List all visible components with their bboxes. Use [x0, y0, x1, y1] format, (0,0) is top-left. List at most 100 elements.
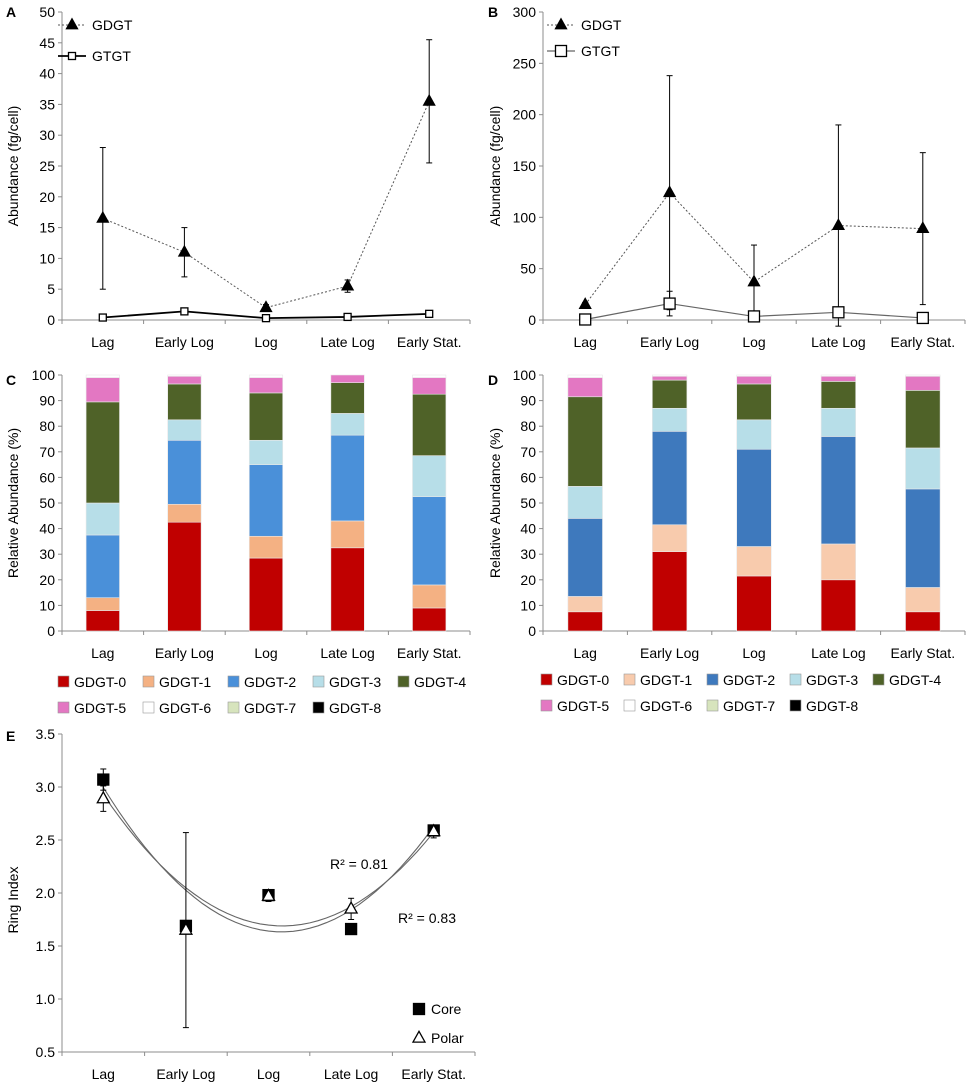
panel-b-ytick-label: 200 [513, 107, 537, 123]
panel-d-bar-gdgt-2 [736, 448, 772, 547]
panel-e-ytick-label: 2.0 [36, 885, 56, 901]
panel-a-point-gdgt [422, 93, 436, 106]
panel-a-ytick-label: 10 [39, 250, 55, 266]
panel-b-point-gdgt [747, 274, 761, 287]
panel-d-bar-gdgt-2 [651, 431, 688, 526]
panel-d-ytick-label: 50 [520, 495, 536, 511]
panel-e-r2-core: R² = 0.81 [330, 856, 388, 872]
panel-d-ytick-label: 70 [520, 444, 536, 460]
panel-d-bar-gdgt-3 [905, 447, 941, 490]
panel-a-ytick-label: 20 [39, 189, 55, 205]
panel-e-legend-polar: Polar [431, 1030, 464, 1046]
panel-c-bar-gdgt-1 [412, 584, 447, 609]
panel-d-legend-label-gdgt-2: GDGT-2 [723, 672, 775, 688]
panel-e-ytick-label: 0.5 [36, 1044, 56, 1060]
panel-e-point-polar [261, 888, 276, 901]
panel-c-bar-gdgt-0 [167, 521, 202, 632]
panel-c-bar-gdgt-6 [248, 374, 284, 378]
panel-c-legend-swatch-gdgt-0 [57, 675, 70, 688]
panel-c-bar-gdgt-0 [412, 607, 447, 632]
panel-a-ytick-label: 40 [39, 66, 55, 82]
panel-d-bar-gdgt-5 [820, 375, 857, 382]
panel-d-ytick-label: 80 [520, 418, 536, 434]
panel-c-legend-label-gdgt-2: GDGT-2 [244, 674, 296, 690]
panel-c-bar-gdgt-3 [167, 419, 202, 441]
panel-label-e: E [6, 728, 15, 744]
panel-c-ytick-label: 70 [39, 444, 55, 460]
panel-e-ytick-label: 3.5 [36, 726, 56, 742]
panel-a-legend-marker-gdgt [65, 17, 79, 30]
panel-c-category-label: Early Log [155, 645, 214, 661]
panel-d-legend-label-gdgt-0: GDGT-0 [557, 672, 609, 688]
panel-d-ytick-label: 10 [520, 597, 536, 613]
panel-b-ytick-label: 300 [513, 4, 537, 20]
panel-d-bar-gdgt-2 [905, 488, 941, 588]
panel-c-ytick-label: 60 [39, 469, 55, 485]
panel-c-bar-gdgt-6 [85, 374, 120, 378]
panel-d-ytick-label: 90 [520, 393, 536, 409]
panel-d-ylabel: Relative Abundance (%) [487, 428, 503, 578]
panel-e-point-polar [426, 823, 441, 837]
panel-b-category-label: Log [742, 334, 765, 350]
panel-d-bar-gdgt-1 [736, 546, 772, 577]
panel-d-bar-gdgt-1 [905, 587, 941, 613]
panel-c-legend-label-gdgt-7: GDGT-7 [244, 700, 296, 716]
panel-d-legend-label-gdgt-1: GDGT-1 [640, 672, 692, 688]
panel-d-bar-gdgt-6 [567, 374, 603, 378]
panel-b-ytick-label: 250 [513, 55, 537, 71]
panel-a-legend-marker-gtgt [67, 51, 77, 61]
panel-d-bar-gdgt-1 [567, 596, 603, 613]
panel-d-bar-gdgt-0 [905, 611, 941, 632]
panel-c-ytick-label: 10 [39, 597, 55, 613]
panel-c-bar-gdgt-5 [248, 377, 284, 394]
panel-a-ytick-label: 50 [39, 4, 55, 20]
panel-a-category-label: Early Stat. [397, 334, 462, 350]
panel-c-ytick-label: 80 [39, 418, 55, 434]
panel-b-legend-gtgt: GTGT [581, 43, 620, 59]
panel-e-fit-curve-polar [102, 794, 435, 927]
panel-e-point-core [344, 922, 358, 936]
panel-e-ytick-label: 1.0 [36, 991, 56, 1007]
panel-d-legend-swatch-gdgt-6 [623, 699, 636, 712]
panel-a-category-label: Late Log [320, 334, 375, 350]
panel-b-legend-gdgt: GDGT [581, 17, 622, 33]
panel-a-point-gtgt [180, 307, 189, 316]
panel-c-bar-gdgt-5 [412, 377, 447, 395]
panel-d-bar-gdgt-2 [820, 436, 857, 545]
panel-b-ytick-label: 0 [528, 312, 536, 328]
panel-d-bar-gdgt-4 [651, 379, 688, 409]
panel-c-ytick-label: 100 [32, 367, 56, 383]
panel-c-legend-label-gdgt-3: GDGT-3 [329, 674, 381, 690]
panel-d-bar-gdgt-4 [736, 383, 772, 421]
panel-c-legend-swatch-gdgt-7 [227, 701, 240, 714]
panel-c-bar-gdgt-5 [85, 377, 120, 403]
panel-a-ytick-label: 35 [39, 96, 55, 112]
panel-e-category-label: Early Stat. [401, 1066, 466, 1082]
panel-d-legend-swatch-gdgt-7 [706, 699, 719, 712]
panel-a-ylabel: Abundance (fg/cell) [5, 106, 21, 227]
panel-e-category-label: Lag [92, 1066, 115, 1082]
panel-d-legend-label-gdgt-3: GDGT-3 [806, 672, 858, 688]
panel-d-bar-gdgt-3 [736, 419, 772, 450]
panel-d-legend-swatch-gdgt-1 [623, 673, 636, 686]
panel-d-category-label: Log [742, 645, 765, 661]
panel-b-category-label: Early Log [640, 334, 699, 350]
panel-c-legend-swatch-gdgt-4 [397, 675, 410, 688]
panel-d-bar-gdgt-4 [905, 390, 941, 449]
panel-e-point-core [97, 773, 110, 786]
panel-c-bar-gdgt-5 [167, 375, 202, 385]
panel-c-bar-gdgt-0 [248, 557, 284, 632]
panel-a-point-gdgt [177, 244, 192, 257]
panel-d-bar-gdgt-6 [820, 374, 857, 377]
panel-d-bar-gdgt-2 [567, 518, 603, 597]
panel-d-legend-label-gdgt-7: GDGT-7 [723, 698, 775, 714]
panel-d-legend-swatch-gdgt-0 [540, 673, 553, 686]
panel-c-ytick-label: 40 [39, 521, 55, 537]
panel-d-legend-swatch-gdgt-2 [706, 673, 719, 686]
panel-c-legend-label-gdgt-5: GDGT-5 [74, 700, 126, 716]
panel-e-point-polar [96, 790, 111, 804]
panel-b-legend-marker-gtgt [554, 44, 568, 58]
panel-b-point-gdgt [916, 221, 930, 234]
panel-label-a: A [6, 4, 16, 20]
panel-a-point-gtgt [343, 312, 352, 322]
